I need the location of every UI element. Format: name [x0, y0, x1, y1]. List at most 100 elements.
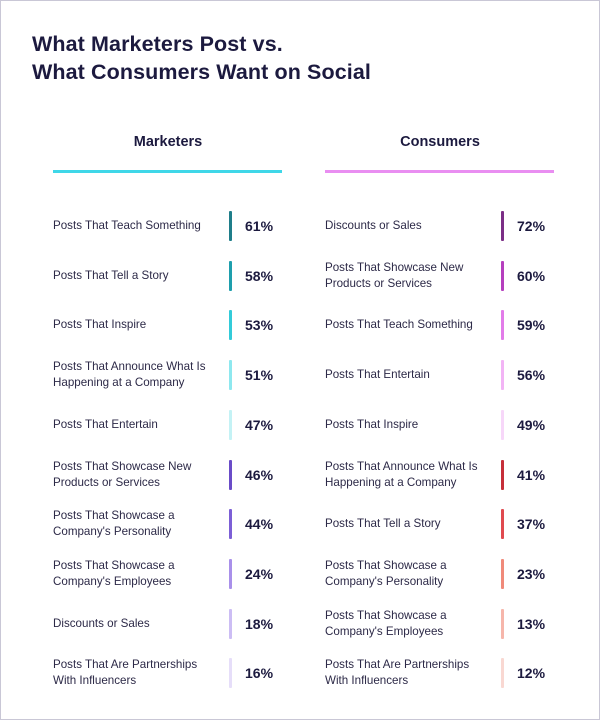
- marketers-row-value: 61%: [245, 218, 274, 234]
- consumers-row-label: Posts That Showcase a Company's Personali…: [325, 554, 493, 594]
- consumers-row-label: Posts That Are Partnerships With Influenc…: [325, 653, 493, 693]
- label-line: Happening at a Company: [53, 376, 185, 390]
- marketers-row: Posts That Teach Something 61%: [53, 206, 283, 246]
- marketers-row-label: Posts That Showcase a Company's Employees: [53, 554, 221, 594]
- label-line: Posts That Inspire: [325, 417, 419, 431]
- page-title: What Marketers Post vs. What Consumers W…: [32, 30, 371, 86]
- label-line: Posts That Entertain: [53, 417, 158, 431]
- label-line: Posts That Announce What Is: [53, 360, 206, 374]
- label-line: With Influencers: [325, 674, 409, 688]
- consumers-header: Consumers: [400, 134, 480, 150]
- marketers-row: Posts That Showcase New Products or Servi…: [53, 455, 283, 495]
- label-line: Products or Services: [325, 276, 432, 290]
- marketers-row-value: 53%: [245, 317, 274, 334]
- consumers-row-marker: [501, 360, 504, 391]
- marketers-row-marker: [229, 658, 232, 689]
- consumers-row-value: 13%: [517, 615, 546, 632]
- marketers-header-rule: [53, 170, 282, 173]
- title-line-2: What Consumers Want on Social: [32, 60, 371, 84]
- marketers-row-label: Posts That Teach Something: [53, 206, 221, 246]
- label-line: Company's Employees: [325, 624, 444, 638]
- consumers-row: Posts That Teach Something 59%: [325, 305, 555, 345]
- title-line-1: What Marketers Post vs.: [32, 32, 283, 56]
- consumers-row: Posts That Entertain 56%: [325, 355, 555, 395]
- consumers-row-marker: [501, 608, 504, 639]
- label-line: Posts That Entertain: [325, 368, 430, 382]
- label-line: With Influencers: [53, 674, 137, 688]
- label-line: Posts That Announce What Is: [325, 459, 478, 473]
- marketers-row: Posts That Tell a Story 58%: [53, 256, 283, 296]
- label-line: Discounts or Sales: [53, 616, 150, 630]
- consumers-row: Discounts or Sales 72%: [325, 206, 555, 246]
- marketers-row-value: 24%: [245, 565, 274, 582]
- consumers-row-value: 12%: [517, 665, 546, 682]
- marketers-row-value: 44%: [245, 516, 274, 533]
- consumers-row-value: 23%: [517, 565, 546, 582]
- consumers-row: Posts That Announce What Is Happening at …: [325, 455, 555, 495]
- marketers-row: Posts That Are Partnerships With Influenc…: [53, 653, 283, 693]
- consumers-row-marker: [501, 509, 504, 540]
- consumers-row: Posts That Showcase a Company's Personali…: [325, 554, 555, 594]
- consumers-row-value: 49%: [517, 416, 546, 433]
- marketers-row-label: Posts That Are Partnerships With Influenc…: [53, 653, 221, 693]
- consumers-row-value: 37%: [517, 516, 546, 533]
- consumers-row-marker: [501, 459, 504, 490]
- marketers-row: Posts That Showcase a Company's Personali…: [53, 504, 283, 544]
- marketers-row-label: Discounts or Sales: [53, 604, 221, 644]
- label-line: Posts That Showcase a: [325, 608, 447, 622]
- label-line: Posts That Tell a Story: [325, 517, 441, 531]
- marketers-row-marker: [229, 558, 232, 589]
- consumers-row-label: Posts That Showcase New Products or Servi…: [325, 256, 493, 296]
- label-line: Company's Employees: [53, 574, 172, 588]
- label-line: Posts That Are Partnerships: [53, 658, 198, 672]
- label-line: Happening at a Company: [325, 475, 457, 489]
- marketers-row-value: 58%: [245, 267, 274, 284]
- consumers-row-marker: [501, 260, 504, 291]
- consumers-row-label: Posts That Inspire: [325, 405, 493, 445]
- consumers-row: Posts That Are Partnerships With Influenc…: [325, 653, 555, 693]
- consumers-row-value: 72%: [517, 218, 546, 234]
- label-line: Posts That Are Partnerships: [325, 658, 470, 672]
- consumers-row-label: Posts That Announce What Is Happening at …: [325, 455, 493, 495]
- marketers-row-marker: [229, 409, 232, 440]
- consumers-row-value: 56%: [517, 367, 546, 384]
- consumers-row-marker: [501, 409, 504, 440]
- consumers-row-label: Posts That Showcase a Company's Employees: [325, 604, 493, 644]
- consumers-row: Posts That Inspire 49%: [325, 405, 555, 445]
- marketers-row-value: 16%: [245, 665, 274, 682]
- label-line: Posts That Teach Something: [53, 219, 201, 232]
- consumers-row: Posts That Showcase a Company's Employees…: [325, 604, 555, 644]
- consumers-column: Consumers Discounts or Sales 72% Posts Tha…: [325, 0, 555, 720]
- marketers-row-marker: [229, 459, 232, 490]
- consumers-row-marker: [501, 658, 504, 689]
- marketers-row: Posts That Announce What Is Happening at …: [53, 355, 283, 395]
- consumers-row-label: Posts That Teach Something: [325, 305, 493, 345]
- consumers-row-value: 60%: [517, 267, 546, 284]
- marketers-row-label: Posts That Showcase New Products or Servi…: [53, 455, 221, 495]
- consumers-row-value: 41%: [517, 466, 546, 483]
- label-line: Posts That Showcase New: [53, 459, 192, 473]
- label-line: Posts That Teach Something: [325, 318, 473, 332]
- marketers-row-marker: [229, 310, 232, 341]
- marketers-row-marker: [229, 211, 232, 241]
- marketers-header: Marketers: [133, 134, 203, 150]
- marketers-row-value: 47%: [245, 416, 274, 433]
- label-line: Posts That Showcase a: [53, 558, 175, 572]
- marketers-row-label: Posts That Entertain: [53, 405, 221, 445]
- label-line: Posts That Tell a Story: [53, 268, 169, 282]
- label-line: Posts That Showcase New: [325, 260, 464, 274]
- marketers-row: Posts That Inspire 53%: [53, 305, 283, 345]
- label-line: Posts That Showcase a: [53, 509, 175, 523]
- consumers-row-label: Posts That Tell a Story: [325, 504, 493, 544]
- marketers-row-marker: [229, 360, 232, 391]
- consumers-row-label: Posts That Entertain: [325, 355, 493, 395]
- marketers-row: Posts That Showcase a Company's Employees…: [53, 554, 283, 594]
- marketers-row-marker: [229, 260, 232, 291]
- label-line: Posts That Inspire: [53, 318, 147, 332]
- marketers-row: Discounts or Sales 18%: [53, 604, 283, 644]
- consumers-header-rule: [325, 170, 554, 173]
- marketers-row-value: 46%: [245, 466, 274, 483]
- label-line: Posts That Showcase a: [325, 558, 447, 572]
- consumers-row-marker: [501, 211, 504, 241]
- marketers-row-marker: [229, 509, 232, 540]
